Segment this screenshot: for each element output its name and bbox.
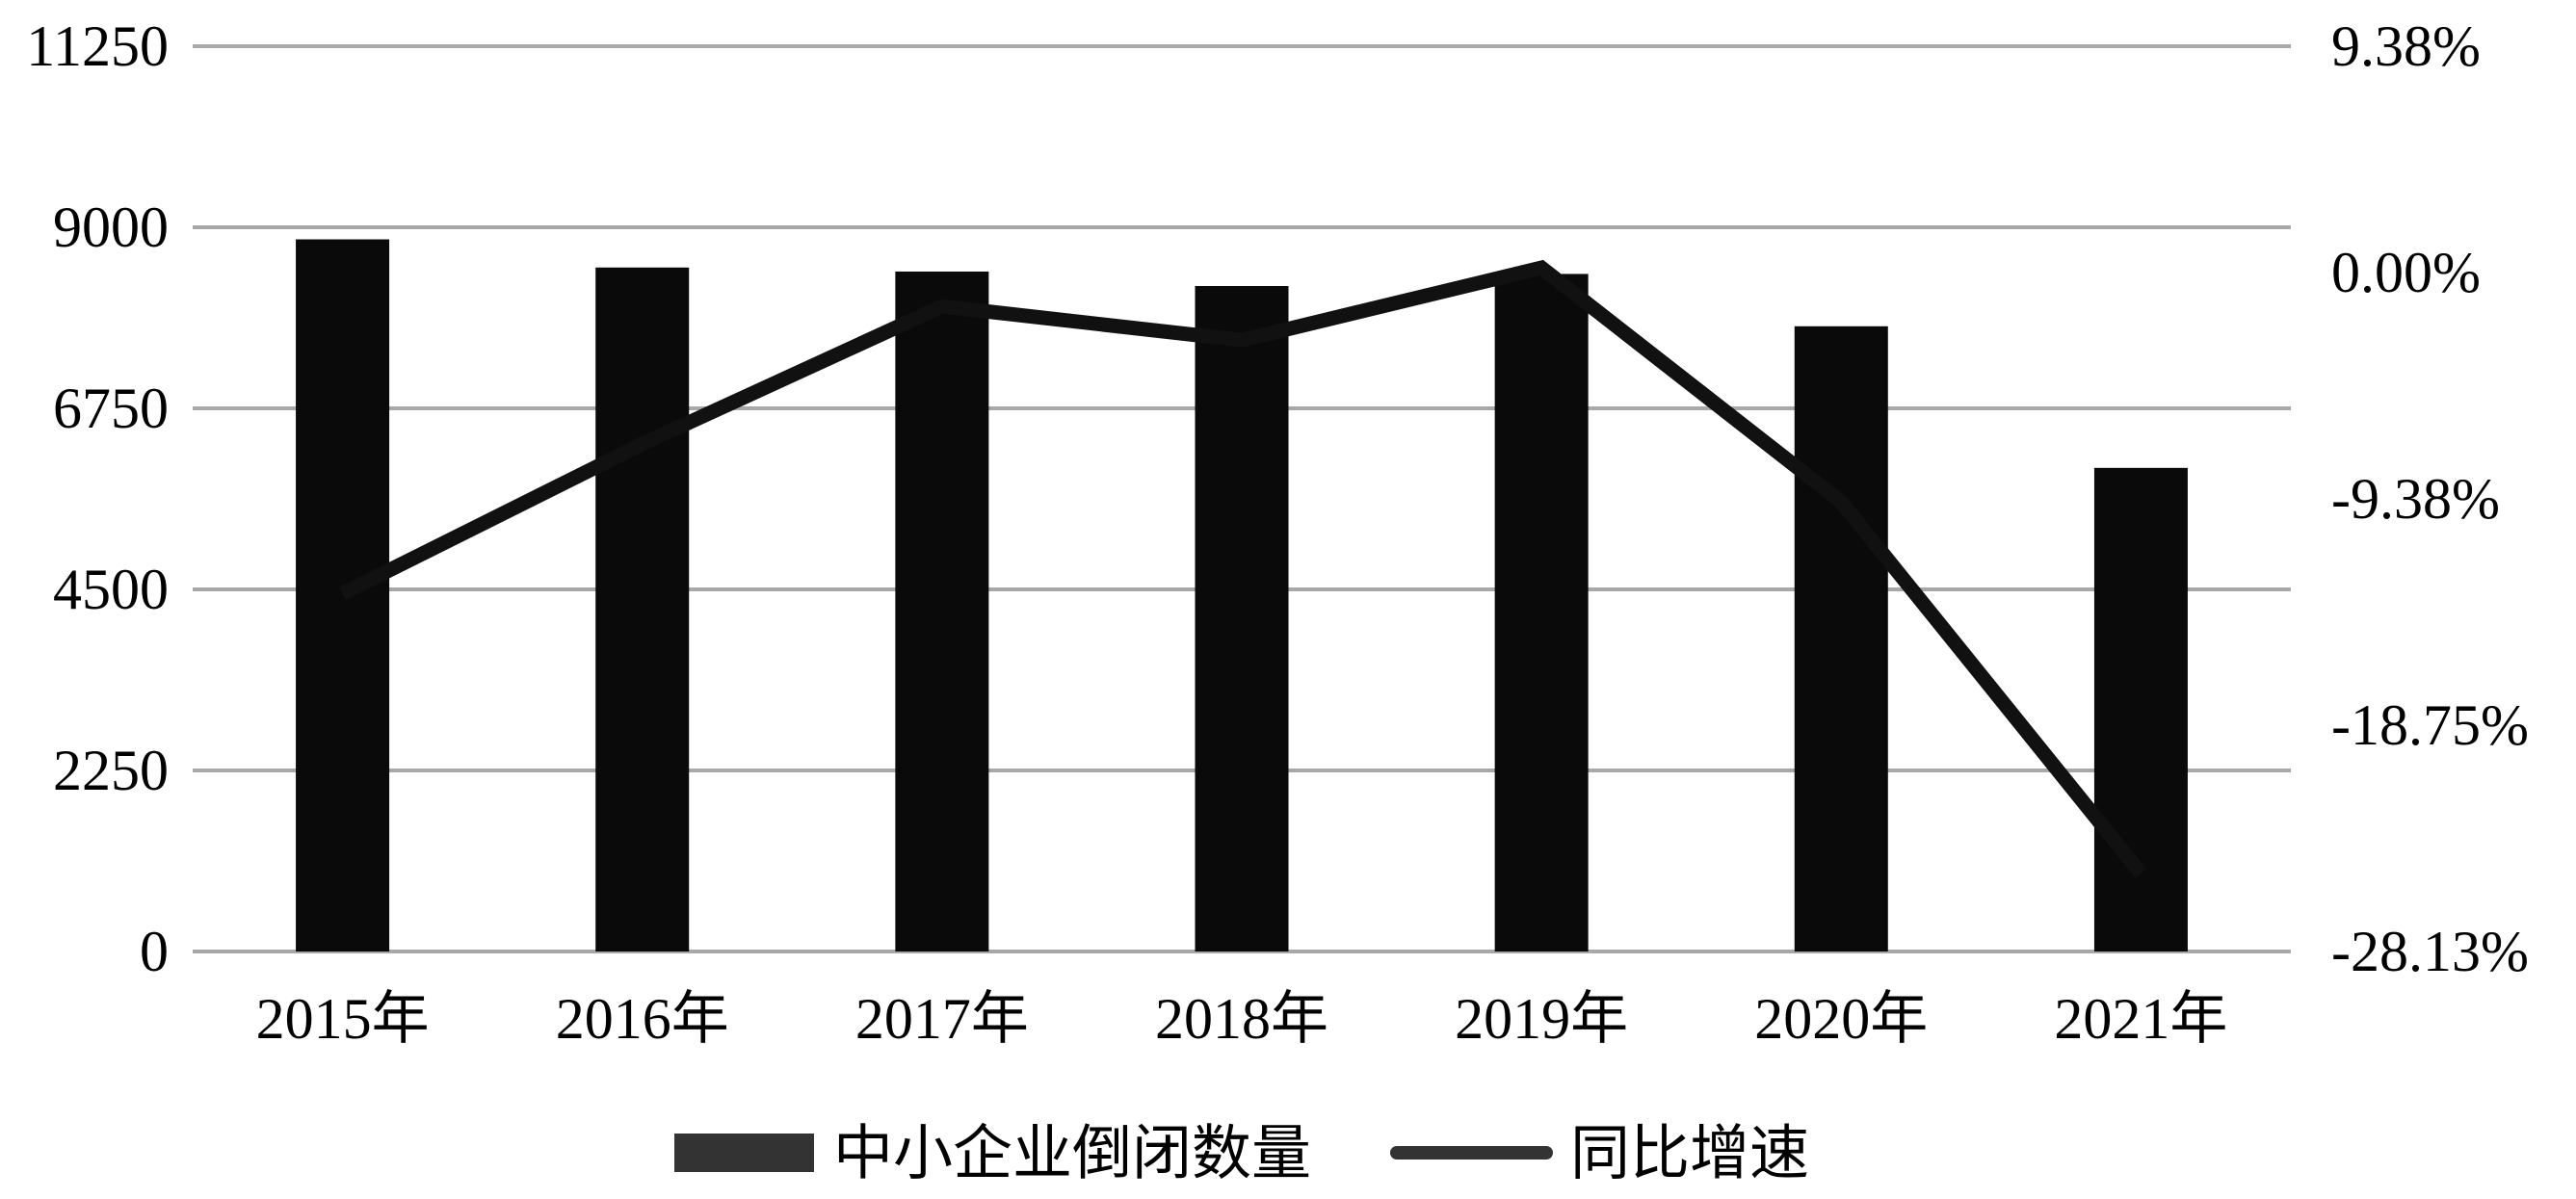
x-tick-label: 2019年 xyxy=(1455,987,1628,1051)
bar xyxy=(595,267,690,951)
bar xyxy=(1494,274,1589,951)
bar xyxy=(1195,285,1289,951)
y-right-tick-label: -28.13% xyxy=(2331,920,2529,983)
y-left-tick-label: 2250 xyxy=(53,739,169,802)
x-tick-label: 2021年 xyxy=(2054,987,2227,1051)
y-left-tick-label: 6750 xyxy=(53,377,169,440)
y-left-tick-label: 11250 xyxy=(26,14,169,78)
bar xyxy=(296,239,390,952)
x-tick-label: 2016年 xyxy=(556,987,729,1051)
y-right-tick-label: 0.00% xyxy=(2331,241,2481,304)
legend-label-line: 同比增速 xyxy=(1570,1118,1809,1188)
y-left-tick-label: 4500 xyxy=(53,558,169,621)
bar xyxy=(1794,326,1888,952)
x-tick-label: 2015年 xyxy=(256,987,430,1051)
legend-label-bar: 中小企业倒闭数量 xyxy=(833,1118,1311,1188)
y-right-tick-label: -9.38% xyxy=(2331,467,2500,531)
x-tick-label: 2018年 xyxy=(1155,987,1328,1051)
x-tick-label: 2017年 xyxy=(855,987,1029,1051)
bar xyxy=(2093,467,2188,951)
x-tick-label: 2020年 xyxy=(1754,987,1928,1051)
bar xyxy=(895,271,989,951)
y-left-tick-label: 0 xyxy=(140,920,169,983)
legend-swatch-bar xyxy=(674,1134,814,1172)
y-right-tick-label: -18.75% xyxy=(2331,693,2529,757)
y-right-tick-label: 9.38% xyxy=(2331,14,2481,78)
y-left-tick-label: 9000 xyxy=(53,195,169,259)
